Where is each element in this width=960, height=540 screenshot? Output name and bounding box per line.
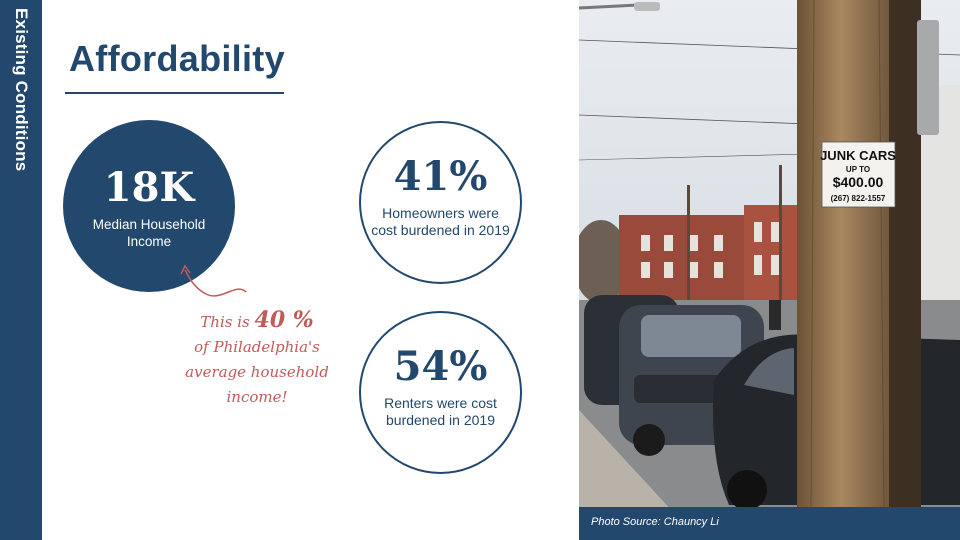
sign-line-2: UP TO bbox=[846, 165, 870, 174]
photo-caption-bar: Photo Source: Chauncy Li bbox=[579, 507, 960, 540]
median-income-label: Median Household Income bbox=[92, 217, 206, 249]
sidebar: Existing Conditions bbox=[0, 0, 42, 540]
sign-line-4: (267) 822-1557 bbox=[831, 194, 886, 203]
renters-value: 54% bbox=[393, 343, 488, 390]
annotation-note: This is 40 % of Philadelphia's average h… bbox=[182, 308, 332, 410]
homeowners-circle: 41% Homeowners were cost burdened in 201… bbox=[359, 121, 522, 284]
median-income-circle: 18K Median Household Income bbox=[63, 120, 235, 292]
annotation-percent: 40 % bbox=[254, 307, 314, 333]
title-underline bbox=[65, 92, 284, 94]
sign-line-1: JUNK CARS bbox=[820, 148, 896, 163]
annotation-pre: This is bbox=[200, 313, 250, 331]
section-label: Existing Conditions bbox=[12, 8, 31, 172]
homeowners-value: 41% bbox=[393, 153, 488, 200]
renters-circle: 54% Renters were cost burdened in 2019 bbox=[359, 311, 522, 474]
renters-label: Renters were cost burdened in 2019 bbox=[384, 395, 497, 428]
curved-arrow-icon bbox=[180, 264, 247, 297]
annotation-post: of Philadelphia's average household inco… bbox=[185, 338, 329, 406]
street-photo: JUNK CARS UP TO $400.00 (267) 822-1557 bbox=[579, 0, 960, 540]
page-title: Affordability bbox=[69, 38, 285, 79]
homeowners-label: Homeowners were cost burdened in 2019 bbox=[371, 205, 510, 238]
photo-caption: Photo Source: Chauncy Li bbox=[591, 516, 719, 528]
median-income-value: 18K bbox=[103, 164, 195, 211]
sign-line-3: $400.00 bbox=[833, 174, 884, 190]
